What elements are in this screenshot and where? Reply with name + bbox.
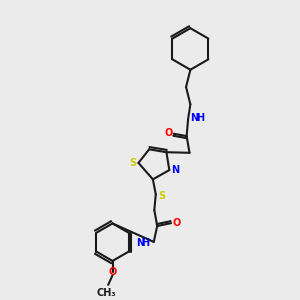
Text: O: O: [164, 128, 172, 138]
Text: N: N: [190, 113, 199, 123]
Text: H: H: [196, 113, 204, 123]
Text: N: N: [171, 165, 179, 175]
Text: S: S: [158, 191, 165, 201]
Text: O: O: [108, 268, 117, 278]
Text: H: H: [142, 238, 150, 248]
Text: CH₃: CH₃: [96, 288, 116, 298]
Text: S: S: [129, 158, 136, 168]
Text: O: O: [172, 218, 180, 228]
Text: N: N: [136, 238, 144, 248]
